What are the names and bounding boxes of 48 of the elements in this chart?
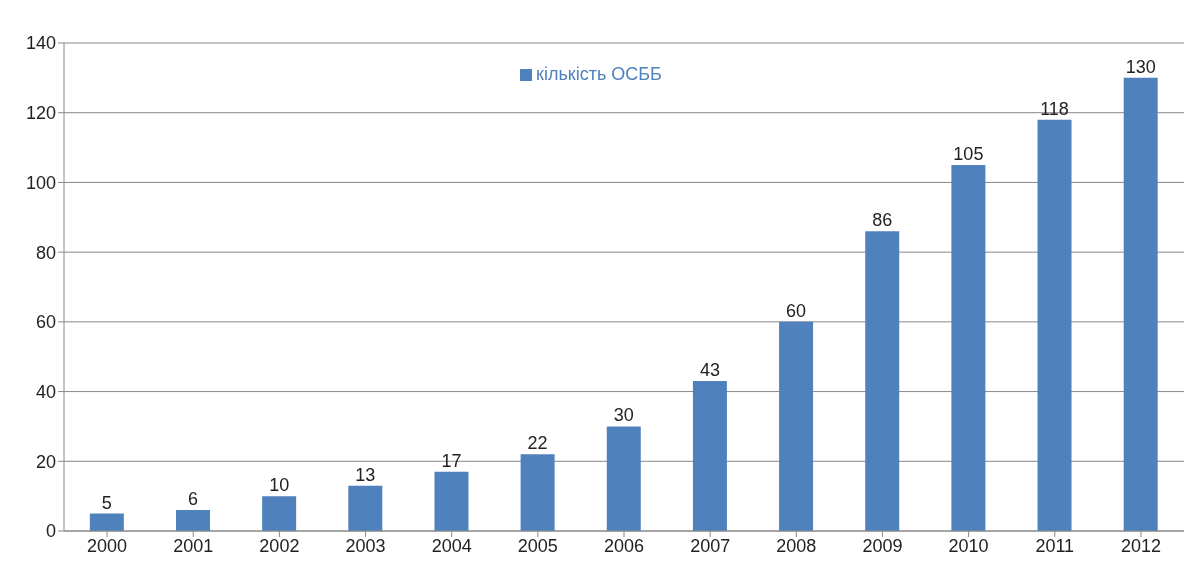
bar [865, 231, 900, 531]
data-label: 30 [613, 405, 634, 426]
bar [89, 513, 124, 531]
bar [692, 381, 727, 531]
y-tick-label: 140 [25, 33, 56, 54]
legend-label: кількість ОСББ [536, 64, 662, 84]
x-tick-label: 2012 [1120, 535, 1161, 556]
x-tick-label: 2002 [259, 535, 300, 556]
x-tick-label: 2005 [517, 535, 558, 556]
bar [951, 165, 986, 531]
x-tick-label: 2001 [173, 535, 214, 556]
data-label: 118 [1040, 98, 1069, 119]
x-tick-label: 2006 [603, 535, 645, 556]
x-tick-label: 2000 [87, 535, 128, 556]
x-tick-label: 2003 [345, 535, 386, 556]
y-tick-label: 0 [45, 521, 56, 542]
data-label: 22 [527, 433, 548, 454]
data-label: 43 [699, 360, 720, 381]
data-label: 130 [1125, 56, 1156, 77]
data-label: 10 [269, 475, 290, 496]
data-label: 60 [786, 300, 807, 321]
x-tick-label: 2004 [431, 535, 472, 556]
data-label: 105 [953, 144, 984, 164]
data-label: 5 [101, 492, 112, 513]
data-label: 17 [441, 450, 462, 471]
x-tick-label: 2007 [690, 535, 731, 556]
y-tick-label: 120 [25, 103, 56, 124]
bar [176, 510, 210, 531]
y-tick-label: 80 [35, 242, 56, 263]
bar [606, 426, 641, 531]
bar [1037, 119, 1072, 531]
bar [262, 496, 297, 531]
x-tick-label: 2010 [948, 535, 989, 556]
y-tick-label: 40 [35, 381, 56, 402]
data-label: 6 [187, 489, 199, 510]
y-tick-label: 60 [35, 312, 56, 333]
data-label: 13 [355, 464, 376, 485]
y-tick-label: 100 [25, 172, 56, 193]
bar [1123, 77, 1158, 531]
x-tick-label: 2009 [862, 535, 903, 556]
bar [434, 471, 469, 531]
x-tick-label: 2011 [1035, 535, 1075, 556]
data-label: 86 [872, 210, 893, 231]
bar [779, 321, 814, 531]
bar [348, 485, 383, 531]
bar [520, 454, 555, 531]
y-tick-label: 20 [35, 451, 56, 472]
x-tick-label: 2008 [776, 535, 817, 556]
